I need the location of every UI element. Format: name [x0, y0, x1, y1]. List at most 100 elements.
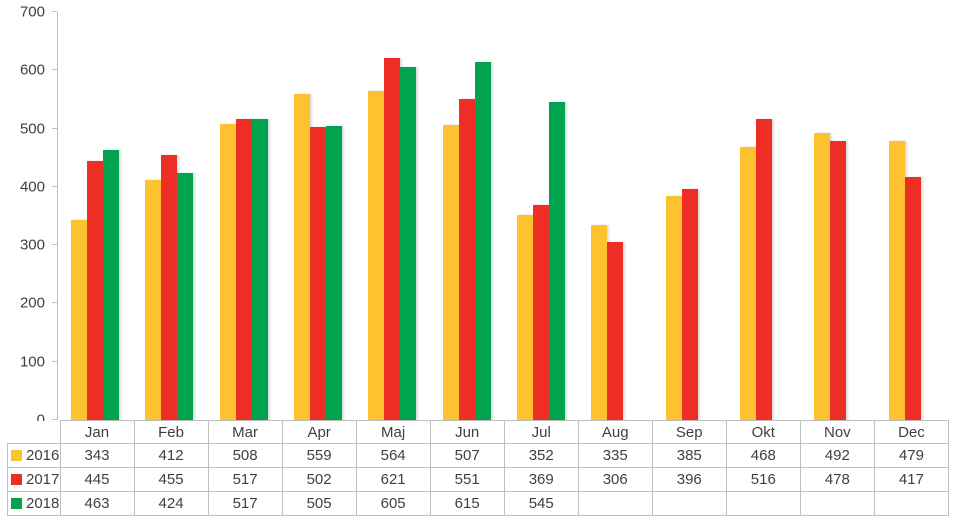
y-tick-mark [52, 11, 57, 12]
y-tick-mark [52, 360, 57, 362]
data-table-header: Jan Feb Mar Apr Maj Jun Jul Aug Sep Okt Nov Dec [7, 420, 950, 444]
month-header-cell: Feb [133, 420, 209, 444]
bar-2016-maj [368, 91, 385, 420]
data-table-body: 2016 343 412 508 559 564 507 352 335 385 468 492 479… [7, 443, 950, 516]
value-cell: 335 [577, 443, 653, 468]
bar-group-maj [355, 12, 429, 420]
bar-2016-feb [145, 179, 162, 420]
month-header-cell: Maj [355, 420, 431, 444]
bar-group-jul [504, 12, 578, 420]
bar-slot [698, 12, 714, 420]
bar-2016-apr [294, 94, 311, 420]
value-cell: 505 [281, 491, 357, 516]
bar-groups [58, 12, 950, 420]
legend-cell-2016: 2016 [7, 443, 61, 468]
bar-2018-jun [474, 61, 491, 420]
value-cell [651, 491, 727, 516]
bar-2016-aug [591, 224, 608, 420]
y-tick-label: 300 [19, 236, 45, 254]
bar-group-jan [58, 12, 132, 420]
bar-slot [756, 12, 773, 420]
month-header-row: Jan Feb Mar Apr Maj Jun Jul Aug Sep Okt Nov Dec [7, 420, 950, 444]
y-tick-label: 200 [19, 294, 45, 312]
bar-group-mar [207, 12, 281, 420]
bar-2017-jun [458, 98, 475, 420]
y-tick-mark [52, 185, 57, 187]
value-cell: 417 [873, 467, 950, 492]
bar-2018-maj [400, 67, 417, 420]
bar-group-nov [801, 12, 875, 420]
value-cell: 508 [207, 443, 283, 468]
bar-slot [458, 12, 475, 420]
bar-2016-okt [740, 147, 757, 420]
series-label: 2017 [26, 471, 60, 488]
bar-slot [161, 12, 178, 420]
month-header-cell: Jul [503, 420, 579, 444]
value-cell: 352 [503, 443, 579, 468]
bar-group-apr [281, 12, 355, 420]
bar-2018-mar [251, 118, 268, 420]
value-cell: 507 [429, 443, 505, 468]
bar-slot [235, 12, 252, 420]
bar-slot [681, 12, 698, 420]
bar-group-feb [132, 12, 206, 420]
value-cell: 517 [207, 491, 283, 516]
bar-slot [71, 12, 88, 420]
legend-cell-2018: 2018 [7, 491, 61, 516]
bar-slot [87, 12, 104, 420]
bar-slot [921, 12, 937, 420]
value-cell: 516 [725, 467, 801, 492]
value-cell: 455 [133, 467, 209, 492]
value-cell [577, 491, 653, 516]
y-tick-mark [52, 69, 57, 71]
value-cell: 492 [799, 443, 875, 468]
value-cell [873, 491, 950, 516]
month-header-cell: Okt [725, 420, 801, 444]
bar-slot [814, 12, 831, 420]
bar-slot [591, 12, 608, 420]
bar-slot [740, 12, 757, 420]
bar-slot [103, 12, 120, 420]
bar-group-okt [727, 12, 801, 420]
month-header-cell: Aug [577, 420, 653, 444]
plot-area [57, 12, 950, 420]
value-cell [725, 491, 801, 516]
bar-slot [326, 12, 343, 420]
bar-slot [888, 12, 905, 420]
bar-2017-maj [384, 58, 401, 420]
bar-group-jun [430, 12, 504, 420]
legend-swatch-icon [11, 498, 22, 509]
bar-slot [623, 12, 639, 420]
y-tick-label: 600 [19, 61, 45, 79]
value-cell: 502 [281, 467, 357, 492]
value-cell: 343 [59, 443, 135, 468]
month-header-cell: Nov [799, 420, 875, 444]
bar-2018-feb [177, 172, 194, 420]
bar-2016-nov [814, 133, 831, 420]
bar-2018-jan [103, 150, 120, 420]
bar-slot [474, 12, 491, 420]
value-cell: 463 [59, 491, 135, 516]
bar-2016-dec [888, 140, 905, 420]
y-tick-label: 400 [19, 178, 45, 196]
bar-2017-mar [235, 118, 252, 420]
y-tick-label: 0 [37, 413, 45, 428]
bar-slot [177, 12, 194, 420]
y-tick-label: 700 [19, 3, 45, 21]
value-cell: 545 [503, 491, 579, 516]
value-cell: 559 [281, 443, 357, 468]
bar-2017-dec [904, 176, 921, 420]
bar-slot [830, 12, 847, 420]
bar-2017-nov [830, 141, 847, 420]
bar-slot [251, 12, 268, 420]
bar-slot [846, 12, 862, 420]
value-cell: 479 [873, 443, 950, 468]
value-cell: 412 [133, 443, 209, 468]
value-cell: 396 [651, 467, 727, 492]
y-tick-mark [52, 244, 57, 246]
legend-swatch-icon [11, 474, 22, 485]
bar-2016-jan [71, 220, 88, 420]
series-label: 2018 [26, 495, 60, 512]
bar-group-aug [578, 12, 652, 420]
